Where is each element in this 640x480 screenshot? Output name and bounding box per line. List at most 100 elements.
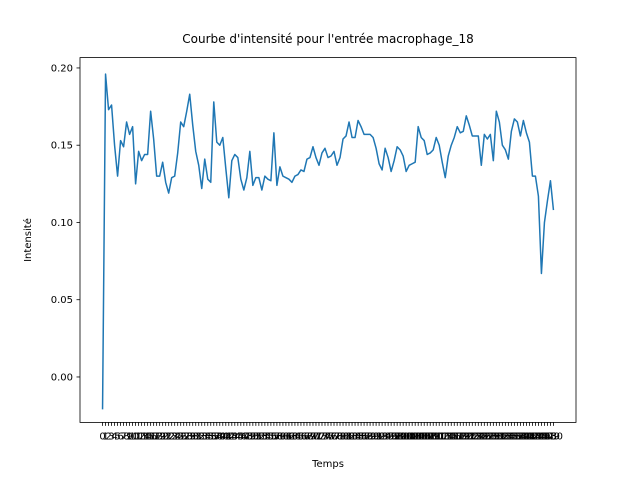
x-tick-label: 86 [355, 431, 368, 442]
x-tick-label: 11 [129, 431, 142, 442]
x-tick-label: 119 [451, 431, 470, 442]
x-tick-label: 85 [352, 431, 365, 442]
x-tick-label: 108 [418, 431, 437, 442]
x-tick-label: 112 [430, 431, 449, 442]
x-tick-label: 150 [544, 431, 563, 442]
x-tick-label: 46 [234, 431, 247, 442]
x-tick-label: 110 [424, 431, 443, 442]
x-tick-label: 116 [442, 431, 461, 442]
x-tick-label: 133 [493, 431, 512, 442]
x-tick-label: 61 [280, 431, 293, 442]
x-tick-label: 89 [364, 431, 377, 442]
x-tick-label: 96 [385, 431, 398, 442]
x-tick-label: 76 [325, 431, 338, 442]
x-tick-label: 21 [159, 431, 172, 442]
x-tick-label: 20 [156, 431, 169, 442]
x-tick-label: 37 [207, 431, 220, 442]
x-tick-label: 109 [421, 431, 440, 442]
x-tick-label: 101 [397, 431, 416, 442]
x-tick-label: 42 [222, 431, 235, 442]
x-tick-label: 72 [313, 431, 326, 442]
x-tick-label: 148 [538, 431, 557, 442]
x-tick-label: 95 [382, 431, 395, 442]
x-tick-label: 68 [301, 431, 314, 442]
x-tick-label: 38 [210, 431, 223, 442]
x-tick-label: 92 [373, 431, 386, 442]
x-tick-label: 103 [403, 431, 422, 442]
y-tick-label: 0.10 [51, 218, 73, 229]
x-tick-label: 0 [99, 431, 105, 442]
x-tick-label: 126 [472, 431, 491, 442]
x-tick-label: 77 [328, 431, 341, 442]
x-tick-label: 113 [433, 431, 452, 442]
x-tick-label: 35 [201, 431, 214, 442]
x-tick-label: 62 [283, 431, 296, 442]
x-tick-label: 130 [484, 431, 503, 442]
x-tick-label: 65 [292, 431, 305, 442]
x-tick-label: 30 [186, 431, 199, 442]
x-tick-label: 60 [277, 431, 290, 442]
x-tick-label: 99 [394, 431, 407, 442]
x-tick-label: 121 [457, 431, 476, 442]
x-tick-label: 141 [517, 431, 536, 442]
x-tick-label: 124 [466, 431, 485, 442]
x-tick-label: 102 [400, 431, 419, 442]
x-tick-label: 70 [307, 431, 320, 442]
x-tick-label: 120 [454, 431, 473, 442]
x-tick-label: 31 [189, 431, 202, 442]
x-tick-label: 87 [358, 431, 371, 442]
x-tick-label: 83 [346, 431, 359, 442]
x-tick-label: 81 [340, 431, 353, 442]
x-tick-label: 73 [316, 431, 329, 442]
x-tick-label: 51 [249, 431, 262, 442]
x-tick-label: 29 [183, 431, 196, 442]
x-tick-label: 43 [225, 431, 238, 442]
x-tick-label: 93 [376, 431, 389, 442]
x-tick-label: 94 [379, 431, 392, 442]
x-tick-label: 10 [126, 431, 139, 442]
x-tick-label: 90 [367, 431, 380, 442]
x-tick-label: 40 [216, 431, 229, 442]
x-tick-label: 67 [298, 431, 311, 442]
x-axis-label: Temps [311, 459, 344, 470]
x-tick-label: 131 [487, 431, 506, 442]
x-tick-label: 115 [439, 431, 458, 442]
x-tick-label: 106 [412, 431, 431, 442]
x-tick-label: 147 [535, 431, 554, 442]
x-tick-label: 58 [271, 431, 284, 442]
x-tick-label: 8 [123, 431, 129, 442]
y-axis-label: Intensité [22, 218, 34, 262]
x-tick-label: 80 [337, 431, 350, 442]
x-tick-label: 127 [475, 431, 494, 442]
x-tick-label: 74 [319, 431, 332, 442]
x-tick-label: 6 [117, 431, 123, 442]
x-tick-label: 13 [135, 431, 148, 442]
x-tick-label: 63 [286, 431, 299, 442]
x-tick-label: 4 [111, 431, 117, 442]
plot-frame [79, 57, 577, 423]
x-tick-label: 128 [478, 431, 497, 442]
x-tick-label: 138 [508, 431, 527, 442]
x-tick-label: 122 [460, 431, 479, 442]
x-tick-label: 19 [153, 431, 166, 442]
x-tick-label: 1 [102, 431, 108, 442]
x-tick-label: 111 [427, 431, 446, 442]
x-tick-label: 57 [268, 431, 281, 442]
x-tick-label: 137 [505, 431, 524, 442]
x-tick-label: 104 [406, 431, 425, 442]
x-tick-label: 88 [361, 431, 374, 442]
x-tick-label: 9 [126, 431, 132, 442]
y-tick-label: 0.15 [51, 141, 73, 152]
x-tick-label: 26 [174, 431, 187, 442]
x-tick-label: 48 [240, 431, 253, 442]
y-tick-label: 0.00 [51, 372, 73, 383]
x-tick-label: 55 [262, 431, 275, 442]
x-tick-label: 123 [463, 431, 482, 442]
x-tick-label: 140 [514, 431, 533, 442]
y-tick-label: 0.20 [51, 63, 73, 74]
x-tick-label: 50 [246, 431, 259, 442]
x-tick-label: 7 [120, 431, 126, 442]
x-tick-label: 114 [436, 431, 455, 442]
x-tick-label: 117 [445, 431, 464, 442]
x-tick-label: 33 [195, 431, 208, 442]
